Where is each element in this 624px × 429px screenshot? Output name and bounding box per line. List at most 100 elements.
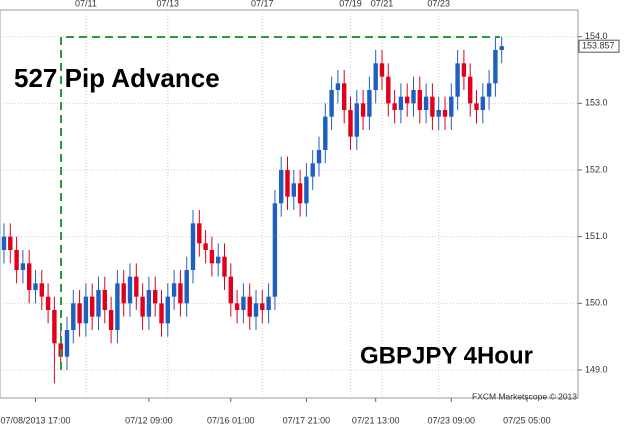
candle-body: [39, 283, 44, 297]
candle-body: [342, 83, 347, 110]
candle-body: [222, 256, 227, 277]
x-top-label: 07/17: [251, 0, 274, 8]
candle-body: [140, 296, 145, 317]
candle-body: [360, 103, 366, 117]
annotation: 527 Pip Advance: [14, 63, 220, 93]
candle-body: [178, 283, 183, 304]
x-tick-label: 07/17 21:00: [283, 415, 331, 425]
candle-body: [90, 296, 95, 317]
candle-body: [423, 96, 429, 110]
candle-body: [392, 103, 397, 110]
candle-body: [398, 96, 404, 110]
candle-body: [228, 276, 233, 304]
candle-body: [455, 63, 460, 97]
candle-body: [430, 96, 435, 117]
x-top-label: 07/11: [75, 0, 97, 8]
candle-body: [379, 63, 385, 77]
candle-body: [121, 283, 126, 304]
candle-body: [316, 150, 322, 164]
candle-body: [436, 110, 441, 117]
candle-body: [411, 90, 416, 104]
candle-body: [71, 303, 76, 330]
candle-body: [64, 330, 70, 357]
candle-body: [27, 263, 32, 290]
candle-body: [127, 276, 133, 304]
x-tick-label: 07/21 13:00: [352, 415, 400, 425]
candle-body: [52, 310, 57, 344]
candles: [1, 36, 504, 384]
candle-body: [474, 103, 479, 110]
candle-body: [291, 183, 296, 197]
x-top-label: 07/19: [339, 0, 362, 8]
x-tick-label: 07/08/2013 17:00: [0, 415, 70, 425]
candle-body: [468, 76, 473, 104]
y-tick-label: 149.0: [585, 364, 608, 374]
candle-body: [203, 243, 208, 250]
candle-body: [442, 110, 448, 117]
candle-body: [1, 236, 7, 250]
candle-body: [171, 283, 177, 297]
candle-body: [190, 223, 196, 270]
candle-body: [115, 283, 120, 330]
candle-body: [108, 310, 114, 330]
candle-body: [449, 96, 454, 117]
candle-body: [146, 290, 152, 317]
candle-body: [102, 290, 107, 310]
candle-body: [96, 290, 101, 317]
candle-body: [354, 103, 359, 137]
candle-body: [20, 263, 26, 270]
y-tick-label: 150.0: [585, 298, 608, 308]
candle-body: [241, 296, 246, 310]
watermark: FXCM Marketscope © 2013: [472, 391, 577, 401]
candle-body: [33, 283, 38, 290]
candle-body: [8, 236, 13, 250]
candle-body: [304, 176, 309, 204]
candle-body: [367, 90, 372, 117]
x-tick-label: 07/23 09:00: [428, 415, 476, 425]
y-tick-label: 154.0: [585, 31, 608, 41]
candle-body: [14, 250, 19, 270]
candle-body: [499, 46, 504, 50]
candle-body: [184, 270, 189, 304]
x-top-label: 07/21: [371, 0, 394, 8]
last-price-label: 153.857: [582, 41, 615, 51]
advance-guide: [60, 36, 500, 370]
x-tick-label: 07/16 01:00: [207, 415, 255, 425]
candle-body: [209, 250, 215, 264]
candle-body: [197, 223, 202, 244]
candle-body: [266, 296, 271, 310]
candle-body: [329, 90, 334, 117]
candle-body: [480, 96, 485, 110]
y-tick-label: 153.0: [585, 98, 608, 108]
candle-body: [335, 83, 341, 90]
x-top-label: 07/13: [157, 0, 180, 8]
candle-body: [323, 116, 328, 150]
candle-body: [216, 256, 221, 264]
plot-area: [0, 9, 579, 399]
annotation: GBPJPY 4Hour: [360, 342, 533, 369]
candle-body: [486, 83, 492, 97]
y-tick-label: 152.0: [585, 164, 608, 174]
x-tick-label: 07/12 09:00: [125, 415, 173, 425]
candle-body: [285, 170, 290, 197]
candle-body: [386, 76, 391, 104]
candle-body: [272, 203, 278, 297]
y-tick-label: 151.0: [585, 231, 608, 241]
candle-body: [417, 90, 422, 110]
candle-body: [77, 303, 82, 324]
candle-body: [83, 296, 89, 324]
candle-body: [348, 110, 353, 137]
candle-body: [159, 303, 164, 324]
candle-body: [260, 303, 265, 310]
x-top-label: 07/23: [427, 0, 450, 8]
candle-body: [405, 96, 410, 104]
last-price-box: [578, 39, 620, 53]
candle-body: [134, 276, 139, 297]
candle-body: [253, 303, 259, 317]
candle-body: [493, 50, 498, 84]
candle-body: [373, 63, 378, 90]
candle-body: [247, 296, 252, 317]
candle-body: [165, 296, 170, 324]
candle-body: [279, 170, 284, 204]
